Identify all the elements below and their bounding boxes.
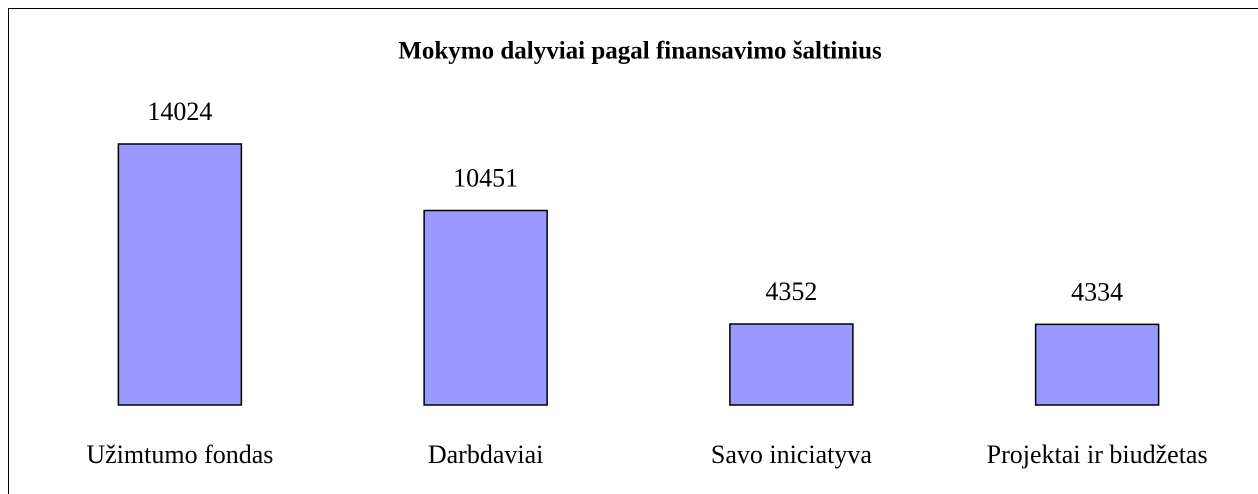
x-tick-label: Savo iniciatyva — [711, 440, 872, 469]
value-label: 10451 — [453, 163, 518, 192]
x-tick-label: Projektai ir biudžetas — [987, 440, 1208, 469]
value-label: 14024 — [147, 97, 212, 126]
x-tick-label: Darbdaviai — [428, 440, 544, 469]
bar — [423, 209, 548, 406]
value-label: 4334 — [1071, 277, 1123, 306]
value-label: 4352 — [765, 277, 817, 306]
bar — [1034, 323, 1160, 406]
x-tick-label: Užimtumo fondas — [86, 440, 273, 469]
bar — [729, 323, 854, 406]
chart-title: Mokymo dalyviai pagal finansavimo šaltin… — [398, 38, 882, 65]
bar — [117, 143, 243, 406]
